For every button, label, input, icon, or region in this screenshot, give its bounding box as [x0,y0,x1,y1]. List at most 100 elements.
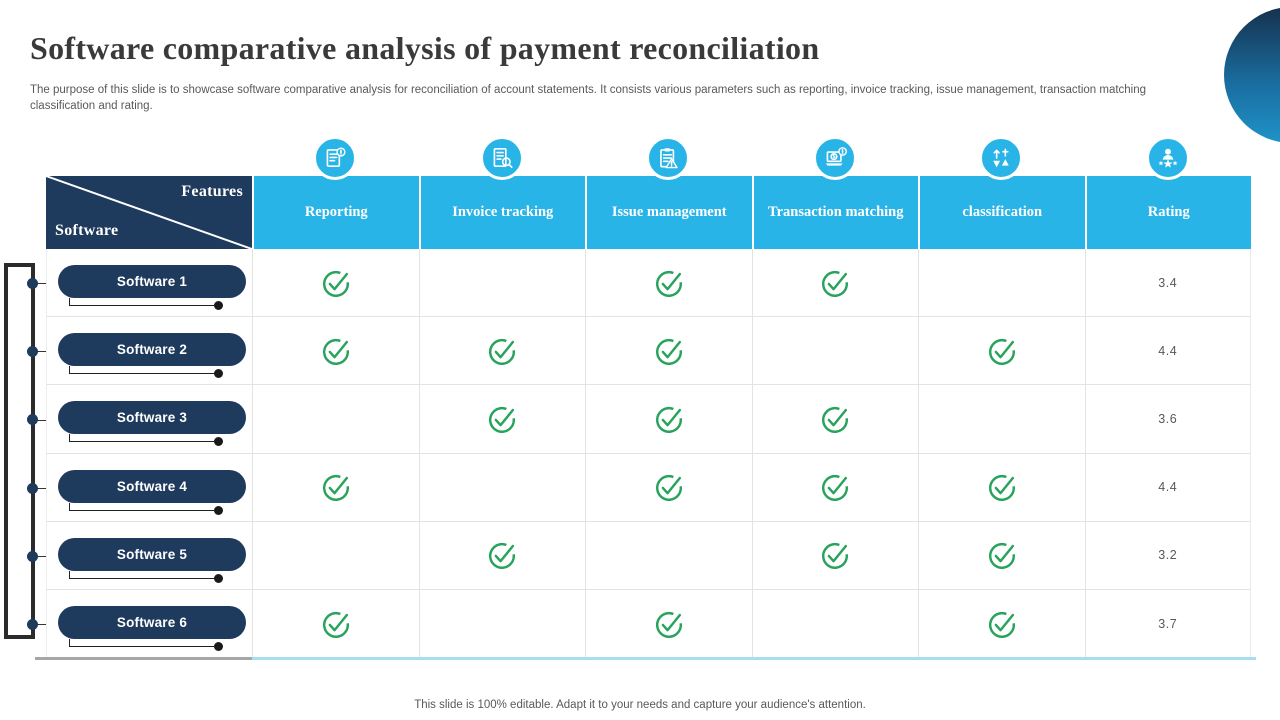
svg-text:$: $ [832,154,836,160]
check-icon [319,470,353,504]
pill-underline [69,570,223,583]
pill-underline [69,434,223,447]
check-icon [319,607,353,641]
user-stars-icon [1146,136,1190,180]
report-icon [313,136,357,180]
feature-cell [918,385,1085,454]
feature-cell [918,317,1085,386]
feature-cell [751,521,918,590]
check-icon [985,607,1019,641]
software-pill: Software 3 [58,401,246,435]
check-icon [485,402,519,436]
feature-cell [751,589,918,659]
check-icon [485,334,519,368]
table-bottom-edge-gray [35,657,252,660]
underline-end-dot [214,641,223,651]
software-pill: Software 2 [58,333,246,367]
check-icon [818,538,852,572]
software-name-cell: Software 2 [46,317,252,386]
software-name-cell: Software 3 [46,385,252,454]
column-header-classification: classification [918,176,1085,249]
underline-end-dot [214,369,223,379]
rating-value: 3.6 [1084,385,1251,454]
comparison-table: Features Software Reporting Invoice trac… [46,176,1251,659]
software-group-bracket [4,263,35,639]
check-icon [985,334,1019,368]
software-name-cell: Software 1 [46,249,252,318]
features-software-corner-cell: Features Software [46,176,252,249]
software-name-cell: Software 4 [46,453,252,522]
check-icon [652,607,686,641]
rating-value: 4.4 [1084,453,1251,522]
software-pill: Software 4 [58,469,246,503]
table-bottom-edge-blue [252,657,1256,660]
pill-underline [69,298,223,310]
check-icon [319,334,353,368]
clipboard-warning-icon [646,136,690,180]
feature-cell [418,385,585,454]
feature-cell [918,249,1085,318]
check-icon [818,266,852,300]
check-icon [652,402,686,436]
footer-note: This slide is 100% editable. Adapt it to… [414,699,866,711]
feature-cell [418,249,585,318]
underline-end-dot [214,505,223,515]
feature-cell [585,249,752,318]
feature-cell [252,385,419,454]
software-pill: Software 6 [58,605,246,639]
check-icon [985,538,1019,572]
features-label: Features [181,183,243,200]
feature-cell [418,317,585,386]
invoice-search-icon [480,136,524,180]
feature-cell [751,453,918,522]
pill-underline [69,638,223,651]
underline-end-dot [214,573,223,583]
connector-dot [27,345,38,357]
check-icon [485,538,519,572]
feature-cell [751,317,918,386]
software-name-cell: Software 6 [46,589,252,659]
decorative-corner-circle [1224,7,1280,143]
connector-dot [27,550,38,562]
page-title: Software comparative analysis of payment… [30,30,820,66]
feature-cell [751,249,918,318]
feature-cell [918,589,1085,659]
connector-dot [27,618,38,630]
check-icon [652,266,686,300]
check-icon [985,470,1019,504]
feature-cell [252,589,419,659]
feature-cell [418,589,585,659]
connector-dot [27,414,38,425]
feature-cell [252,453,419,522]
check-icon [818,470,852,504]
feature-cell [585,317,752,386]
column-header-issue-management: Issue management [585,176,752,249]
sort-classify-icon [979,136,1023,180]
feature-cell [585,453,752,522]
underline-end-dot [214,301,223,310]
connector-dot [27,277,38,289]
feature-cell [585,521,752,590]
software-pill: Software 5 [58,537,246,571]
slide-description: The purpose of this slide is to showcase… [30,84,1147,112]
laptop-payment-alert-icon: $ [813,136,857,180]
check-icon [652,470,686,504]
rating-value: 3.4 [1084,249,1251,318]
feature-cell [418,521,585,590]
rating-value: 4.4 [1084,317,1251,386]
rating-value: 3.2 [1084,521,1251,590]
check-icon [652,334,686,368]
feature-cell [918,453,1085,522]
column-header-rating: Rating [1084,176,1251,249]
feature-cell [252,249,419,318]
feature-cell [751,385,918,454]
feature-cell [585,589,752,659]
software-pill: Software 1 [58,265,246,298]
feature-cell [918,521,1085,590]
check-icon [818,402,852,436]
feature-cell [418,453,585,522]
feature-cell [585,385,752,454]
check-icon [319,266,353,300]
column-header-invoice-tracking: Invoice tracking [418,176,585,249]
pill-underline [69,502,223,515]
